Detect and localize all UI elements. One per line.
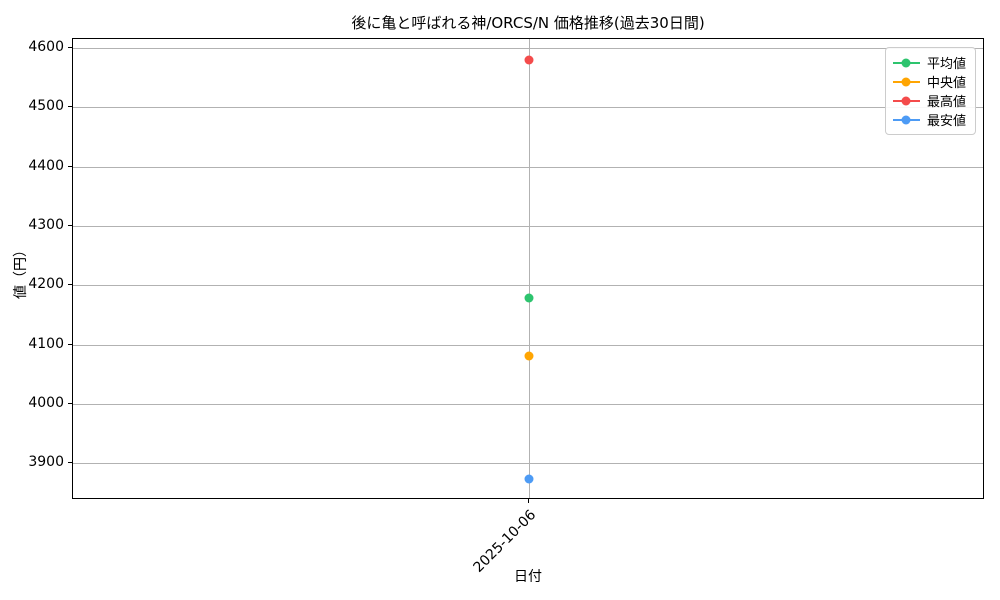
x-tick-mark [528, 499, 529, 503]
y-axis-label: 値（円） [13, 243, 29, 299]
legend-line-marker-icon [892, 77, 920, 86]
data-point-中央値 [524, 351, 534, 361]
y-tick-mark [68, 106, 72, 108]
data-point-平均値 [524, 293, 534, 303]
y-tick-label: 4400 [28, 157, 64, 174]
y-tick-label: 3900 [28, 454, 64, 471]
y-tick-label: 4000 [28, 394, 64, 411]
y-tick-label: 4600 [28, 38, 64, 55]
y-tick-mark [68, 46, 72, 48]
legend: 平均値中央値最高値最安値 [884, 47, 976, 135]
legend-label: 最高値 [926, 95, 966, 110]
h-gridline [73, 285, 983, 287]
y-tick-label: 4300 [28, 216, 64, 233]
h-gridline [73, 166, 983, 168]
plot-area: 平均値中央値最高値最安値 [72, 38, 984, 499]
y-tick-label: 4100 [28, 335, 64, 352]
h-gridline [73, 403, 983, 405]
legend-items: 平均値中央値最高値最安値 [892, 53, 966, 129]
legend-label: 平均値 [926, 57, 966, 72]
y-tick-mark [68, 343, 72, 345]
y-tick-mark [68, 224, 72, 226]
y-tick-mark [68, 462, 72, 464]
y-tick-label: 4500 [28, 98, 64, 115]
data-point-最高値 [524, 55, 534, 65]
h-gridline [73, 107, 983, 109]
legend-item: 平均値 [892, 53, 966, 72]
h-gridline [73, 47, 983, 49]
y-tick-label: 4200 [28, 276, 64, 293]
legend-item: 最高値 [892, 91, 966, 110]
x-axis-label: 日付 [514, 569, 542, 585]
y-tick-mark [68, 284, 72, 286]
h-gridline [73, 344, 983, 346]
v-gridline [529, 39, 530, 498]
legend-line-marker-icon [892, 115, 920, 124]
h-gridline [73, 463, 983, 465]
y-tick-mark [68, 165, 72, 167]
data-point-最安値 [524, 474, 534, 484]
h-gridline [73, 225, 983, 227]
legend-label: 最安値 [926, 114, 966, 129]
legend-label: 中央値 [926, 76, 966, 91]
chart-title: 後に亀と呼ばれる神/ORCS/N 価格推移(過去30日間) [351, 14, 705, 32]
y-tick-mark [68, 402, 72, 404]
legend-line-marker-icon [892, 58, 920, 67]
legend-item: 最安値 [892, 110, 966, 129]
legend-item: 中央値 [892, 72, 966, 91]
legend-line-marker-icon [892, 96, 920, 105]
